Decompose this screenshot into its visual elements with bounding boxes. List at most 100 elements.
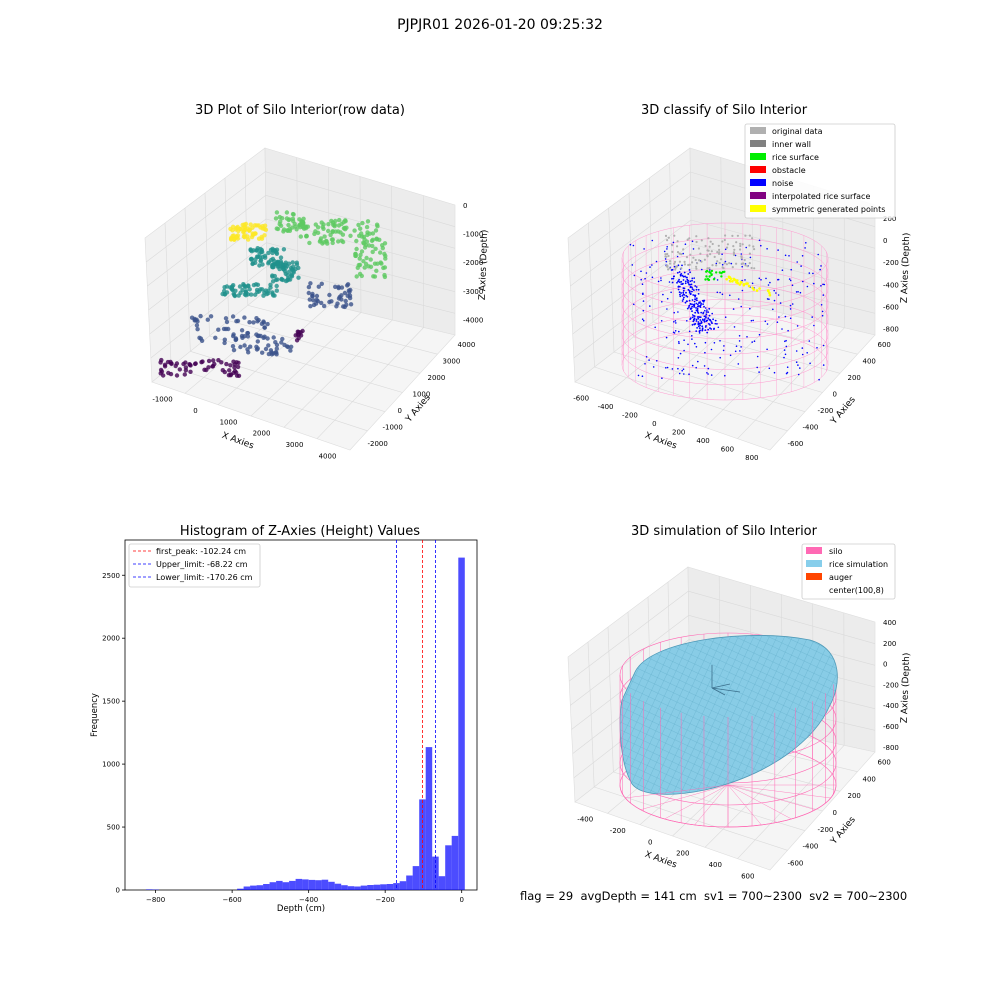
noise-point [673, 321, 675, 323]
original-data-point [666, 252, 669, 256]
data-point [266, 343, 271, 348]
noise-point [640, 278, 642, 281]
noise-point [665, 260, 668, 263]
data-point [361, 259, 366, 264]
noise-point [683, 271, 686, 274]
data-point [206, 365, 211, 370]
classified-points [629, 234, 826, 381]
noise-point [721, 263, 724, 266]
rice-surface-point [705, 275, 708, 278]
noise-point [819, 268, 821, 271]
noise-point [641, 283, 644, 286]
noise-point [692, 294, 695, 296]
noise-point [716, 323, 718, 325]
symmetric-point [768, 293, 772, 297]
noise-point [723, 345, 725, 347]
data-point [266, 259, 272, 265]
noise-point [685, 300, 688, 302]
noise-point [704, 315, 707, 317]
noise-point [703, 365, 706, 367]
noise-point [733, 326, 736, 328]
noise-point [684, 280, 687, 283]
data-point [183, 365, 189, 370]
original-data-point [748, 252, 752, 255]
data-point [224, 284, 230, 289]
noise-point [764, 320, 767, 323]
noise-point [707, 373, 709, 375]
data-point [274, 342, 280, 348]
noise-point [709, 319, 712, 321]
data-point [321, 240, 326, 245]
data-point [366, 243, 372, 248]
noise-point [693, 277, 695, 279]
data-point [228, 226, 233, 232]
data-point [211, 358, 216, 363]
noise-point [685, 291, 687, 294]
grid-line [150, 266, 267, 359]
legend-label: symmetric generated points [772, 205, 885, 214]
original-data-point [733, 248, 736, 251]
rice-surface-point [715, 271, 718, 274]
data-point [254, 223, 259, 228]
noise-point [641, 318, 644, 321]
noise-point [691, 364, 694, 367]
x-tick-label: -200 [610, 827, 626, 835]
noise-point [741, 279, 743, 282]
noise-point [724, 248, 727, 251]
original-data-point [735, 262, 738, 265]
histogram-bar [256, 885, 264, 890]
data-point [246, 350, 251, 355]
noise-point [700, 311, 703, 314]
original-data-point [713, 255, 716, 258]
data-point [360, 220, 365, 226]
noise-point [715, 262, 718, 265]
noise-point [694, 295, 696, 298]
data-point [236, 360, 241, 365]
noise-point [692, 248, 695, 250]
figure-title: PJPJR01 2026-01-20 09:25:32 [397, 17, 603, 33]
original-data-point [664, 255, 667, 258]
noise-point [632, 244, 635, 247]
noise-point [682, 368, 685, 371]
original-data-point [718, 261, 721, 265]
rice-surface-point [705, 270, 708, 273]
data-point [308, 304, 313, 309]
x-tick-label: −600 [223, 896, 242, 904]
z-tick-label: -600 [883, 723, 899, 731]
noise-point [675, 322, 677, 324]
noise-point [820, 304, 823, 306]
data-point [255, 333, 261, 339]
original-data-point [697, 247, 701, 250]
data-point [266, 250, 271, 256]
noise-point [651, 264, 653, 266]
noise-point [677, 280, 679, 283]
z-tick-label: 0 [883, 661, 887, 669]
y-tick-label: 400 [863, 358, 876, 366]
data-point [381, 265, 386, 271]
histogram-bar [315, 880, 322, 890]
noise-point [789, 279, 792, 282]
histogram-bar [432, 856, 439, 890]
noise-point [677, 288, 680, 291]
original-data-point [673, 234, 676, 237]
noise-point [740, 346, 742, 348]
data-point [249, 292, 254, 297]
noise-point [710, 374, 713, 376]
original-data-point [692, 256, 695, 259]
noise-point [768, 298, 770, 301]
noise-point [801, 347, 804, 349]
noise-point [711, 312, 713, 315]
data-point [320, 224, 325, 230]
noise-point [784, 254, 787, 257]
original-data-point [699, 252, 702, 255]
noise-point [788, 255, 790, 257]
histogram-bar [146, 889, 153, 890]
noise-point [716, 279, 719, 281]
noise-point [682, 289, 685, 292]
data-point [174, 373, 180, 378]
symmetric-point [751, 286, 754, 290]
noise-point [785, 372, 788, 375]
data-point [249, 234, 255, 240]
original-data-point [717, 244, 720, 247]
noise-point [683, 287, 686, 290]
